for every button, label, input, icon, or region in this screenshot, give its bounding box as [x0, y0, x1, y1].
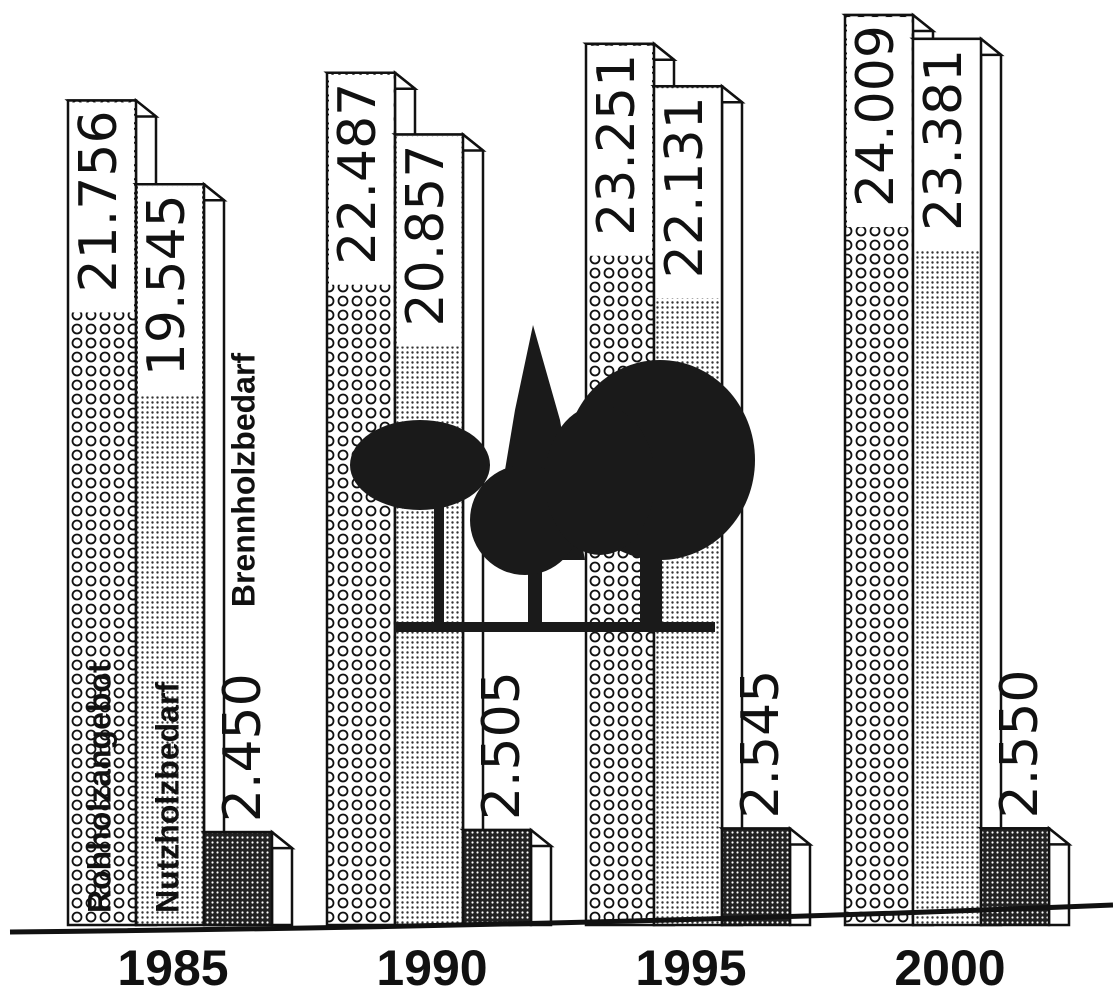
data-label: 2.550: [990, 669, 1050, 818]
x-tick-label: 1985: [117, 940, 228, 992]
legend-label: Brennholzbedarf: [225, 353, 261, 608]
tree: [545, 405, 655, 555]
data-label: 2.505: [472, 671, 532, 820]
data-label: 21.756: [69, 110, 129, 292]
x-tick-label: 1995: [635, 940, 746, 992]
tree-trunk: [434, 490, 444, 625]
legend-label: Nutzholzbedarf: [149, 682, 185, 913]
data-label: 19.545: [137, 194, 197, 376]
tree: [350, 420, 490, 510]
bar: [463, 830, 531, 925]
data-label: 24.009: [846, 25, 906, 207]
data-label: 22.131: [655, 96, 715, 278]
data-label: 20.857: [396, 145, 456, 327]
legend-label: Rohholzangebot: [81, 662, 117, 913]
bar: [722, 829, 790, 925]
data-label: 2.545: [731, 670, 791, 819]
x-tick-label: 1990: [376, 940, 487, 992]
chart: 21.75619.545 2.450 22.48720.857 2.505 23.251…: [0, 0, 1113, 992]
data-label: 22.487: [328, 83, 388, 265]
data-label: 23.381: [914, 49, 974, 231]
x-tick-label: 2000: [894, 940, 1005, 992]
tree-trunk: [640, 540, 662, 625]
data-label: 2.450: [213, 673, 273, 822]
bar: [204, 832, 272, 925]
data-label: 23.251: [587, 54, 647, 236]
